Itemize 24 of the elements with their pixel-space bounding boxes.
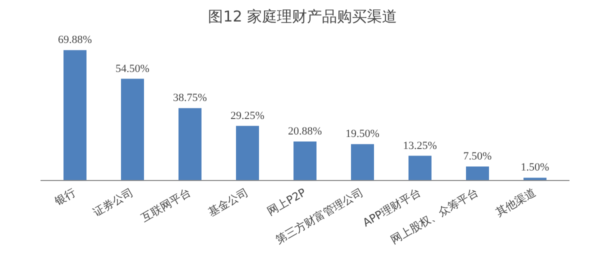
data-label: 13.25% — [403, 140, 437, 152]
bar — [294, 142, 316, 180]
data-label: 1.50% — [520, 162, 550, 174]
x-tick-label: 证券公司 — [91, 186, 136, 220]
bar — [236, 126, 259, 180]
data-label: 38.75% — [173, 92, 207, 104]
chart-title: 图12 家庭理财产品购买渠道 — [208, 8, 398, 26]
data-label: 29.25% — [230, 110, 264, 122]
x-tick-label: 其他渠道 — [494, 186, 538, 220]
data-label: 54.50% — [116, 62, 150, 75]
bar — [178, 108, 202, 180]
x-tick-label: 互联网平台 — [139, 186, 194, 225]
x-tick-label: 基金公司 — [206, 186, 251, 220]
bar — [466, 166, 489, 180]
data-label: 19.50% — [346, 128, 380, 140]
bar — [121, 78, 144, 180]
bar — [64, 50, 86, 180]
data-label: 20.88% — [288, 126, 322, 138]
bar — [408, 156, 432, 180]
bar — [351, 144, 374, 180]
data-label: 69.88% — [58, 34, 92, 46]
x-tick-label: 网上P2P — [265, 186, 309, 218]
data-label: 7.50% — [463, 150, 492, 162]
x-tick-label: 银行 — [52, 186, 78, 209]
